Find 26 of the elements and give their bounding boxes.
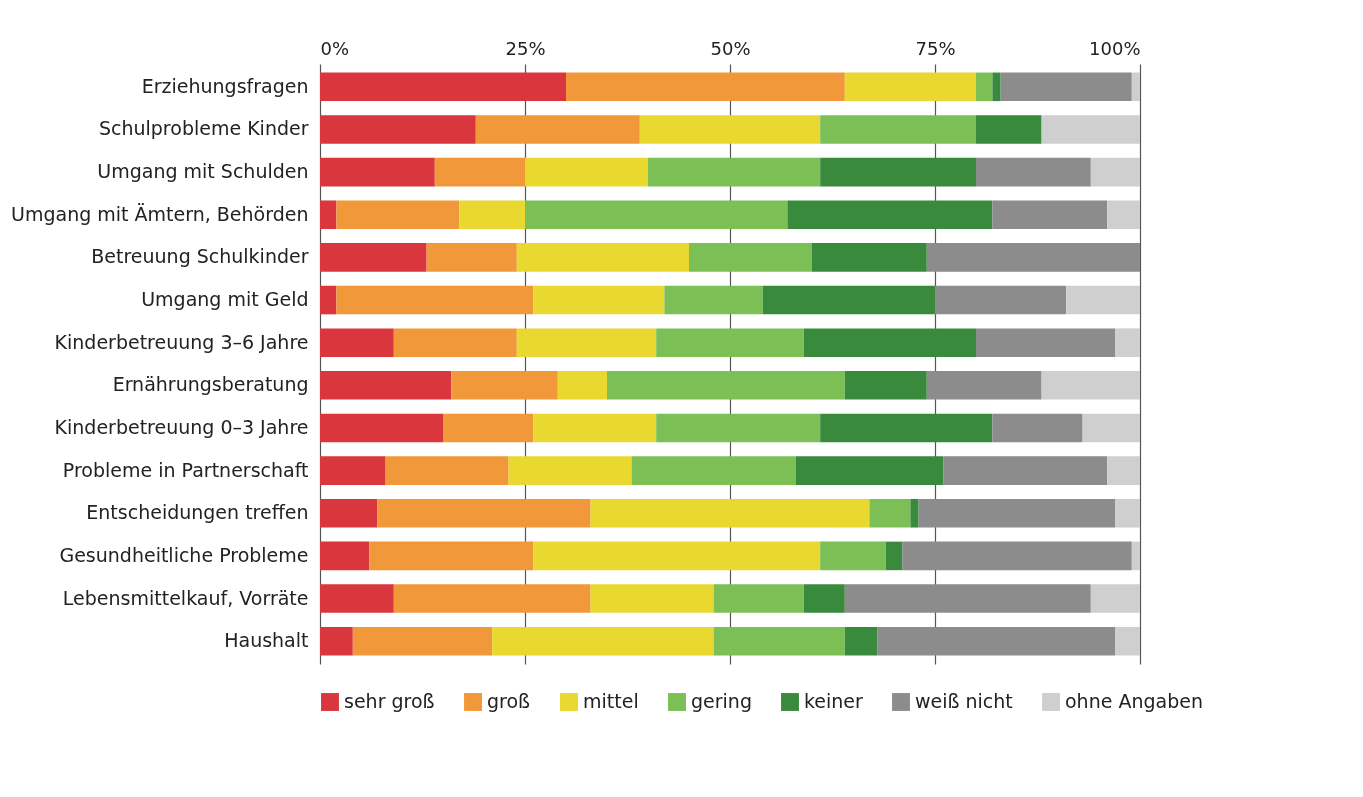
y-tick-label: Probleme in Partnerschaft (62, 458, 309, 481)
y-tick-label: Ernährungsberatung (112, 373, 309, 396)
legend-label: keiner (804, 690, 864, 712)
legend-label: sehr groß (344, 690, 435, 712)
x-tick-label: 0% (320, 37, 350, 59)
y-tick-label: Gesundheitliche Probleme (59, 543, 309, 566)
y-tick-label: Umgang mit Ämtern, Behörden (11, 202, 309, 225)
y-tick-label: Kinderbetreuung 0–3 Jahre (54, 415, 309, 438)
y-tick-label: Lebensmittelkauf, Vorräte (62, 586, 309, 609)
legend-label: gering (691, 690, 752, 712)
y-tick-label: Betreuung Schulkinder (91, 245, 309, 268)
y-tick-label: Haushalt (224, 629, 309, 652)
legend-label: mittel (583, 690, 639, 712)
y-tick-label: Erziehungsfragen (141, 74, 309, 97)
x-tick-label: 50% (710, 37, 751, 59)
y-tick-label: Umgang mit Geld (141, 288, 309, 311)
legend-label: ohne Angaben (1065, 690, 1203, 712)
y-tick-label: Umgang mit Schulden (97, 160, 309, 183)
x-tick-label: 100% (1089, 37, 1141, 59)
legend-label: weiß nicht (915, 690, 1013, 712)
x-tick-label: 75% (915, 37, 956, 59)
y-tick-label: Schulprobleme Kinder (98, 117, 309, 140)
x-tick-label: 25% (505, 37, 546, 59)
legend-label: groß (487, 690, 531, 712)
y-tick-label: Kinderbetreuung 3–6 Jahre (54, 330, 309, 353)
y-tick-label: Entscheidungen treffen (86, 501, 309, 524)
